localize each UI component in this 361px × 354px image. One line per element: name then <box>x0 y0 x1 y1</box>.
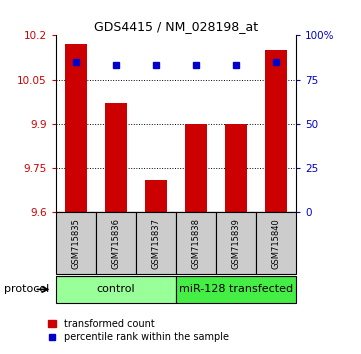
Text: GSM715839: GSM715839 <box>231 218 240 269</box>
Text: control: control <box>97 284 135 295</box>
Bar <box>136 212 176 274</box>
Title: GDS4415 / NM_028198_at: GDS4415 / NM_028198_at <box>94 20 258 33</box>
Text: protocol: protocol <box>4 284 49 295</box>
Bar <box>225 124 247 212</box>
Bar <box>105 103 127 212</box>
Bar <box>145 180 167 212</box>
Bar <box>96 212 136 274</box>
Bar <box>216 212 256 274</box>
Legend: transformed count, percentile rank within the sample: transformed count, percentile rank withi… <box>48 319 229 342</box>
Text: GSM715840: GSM715840 <box>271 218 280 269</box>
Text: GSM715838: GSM715838 <box>191 218 200 269</box>
Text: GSM715835: GSM715835 <box>71 218 81 269</box>
Bar <box>176 276 296 303</box>
Bar <box>185 124 207 212</box>
Text: GSM715837: GSM715837 <box>152 218 161 269</box>
Text: GSM715836: GSM715836 <box>112 218 121 269</box>
Bar <box>256 212 296 274</box>
Text: miR-128 transfected: miR-128 transfected <box>179 284 293 295</box>
Bar <box>56 212 96 274</box>
Bar <box>65 44 87 212</box>
Bar <box>56 276 176 303</box>
Bar <box>176 212 216 274</box>
Bar <box>265 50 287 212</box>
